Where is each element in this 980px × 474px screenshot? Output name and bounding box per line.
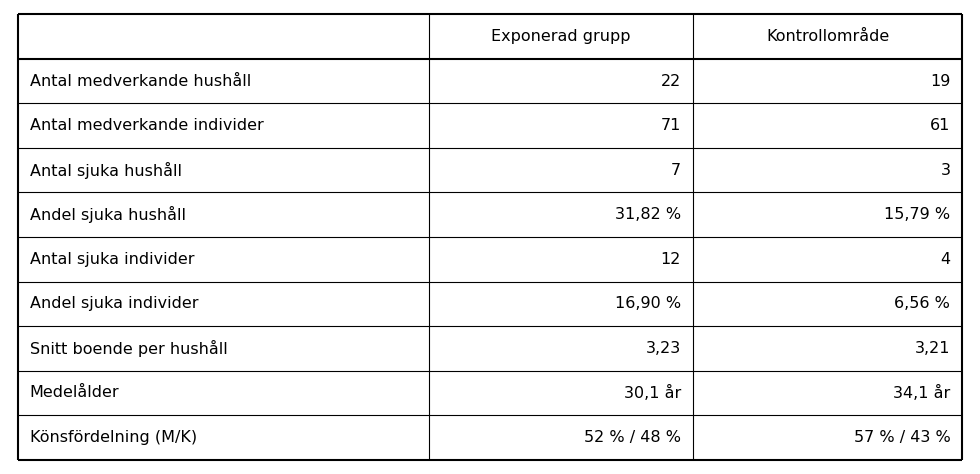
Text: 6,56 %: 6,56 % <box>895 296 951 311</box>
Text: 52 % / 48 %: 52 % / 48 % <box>584 430 681 445</box>
Text: 16,90 %: 16,90 % <box>615 296 681 311</box>
Text: Medelålder: Medelålder <box>29 385 120 401</box>
Text: 22: 22 <box>661 73 681 89</box>
Text: 61: 61 <box>930 118 951 133</box>
Text: Antal medverkande individer: Antal medverkande individer <box>29 118 264 133</box>
Text: 7: 7 <box>671 163 681 178</box>
Text: Kontrollområde: Kontrollområde <box>766 29 890 44</box>
Text: 19: 19 <box>930 73 951 89</box>
Text: 30,1 år: 30,1 år <box>624 385 681 401</box>
Text: 57 % / 43 %: 57 % / 43 % <box>854 430 951 445</box>
Text: Antal sjuka individer: Antal sjuka individer <box>29 252 194 267</box>
Text: 3,23: 3,23 <box>646 341 681 356</box>
Text: Könsfördelning (M/K): Könsfördelning (M/K) <box>29 430 197 445</box>
Text: Antal medverkande hushåll: Antal medverkande hushåll <box>29 73 251 89</box>
Text: Antal sjuka hushåll: Antal sjuka hushåll <box>29 162 181 179</box>
Text: Snitt boende per hushåll: Snitt boende per hushåll <box>29 340 227 357</box>
Text: 31,82 %: 31,82 % <box>615 207 681 222</box>
Text: 3,21: 3,21 <box>915 341 951 356</box>
Text: Andel sjuka hushåll: Andel sjuka hushåll <box>29 206 185 223</box>
Text: 34,1 år: 34,1 år <box>893 385 951 401</box>
Text: 12: 12 <box>661 252 681 267</box>
Text: Andel sjuka individer: Andel sjuka individer <box>29 296 198 311</box>
Text: 71: 71 <box>661 118 681 133</box>
Text: Exponerad grupp: Exponerad grupp <box>491 29 630 44</box>
Text: 3: 3 <box>941 163 951 178</box>
Text: 4: 4 <box>940 252 951 267</box>
Text: 15,79 %: 15,79 % <box>884 207 951 222</box>
